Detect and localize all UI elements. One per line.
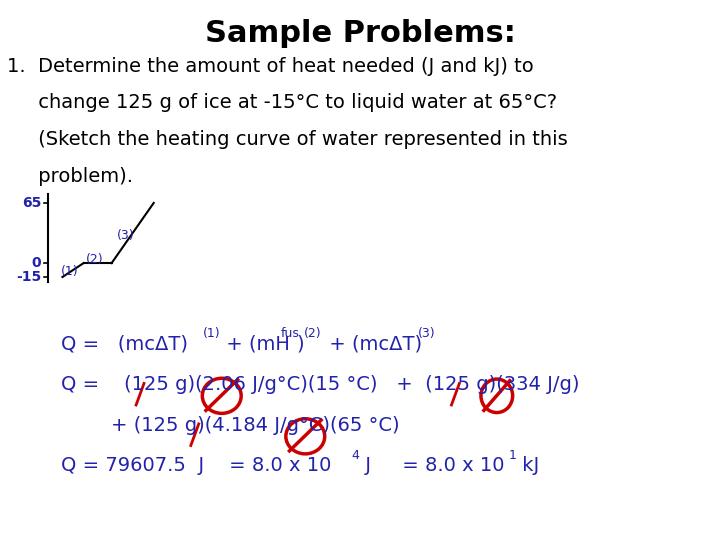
- Text: Sample Problems:: Sample Problems:: [204, 19, 516, 48]
- Text: J     = 8.0 x 10: J = 8.0 x 10: [359, 456, 504, 475]
- Text: (1): (1): [60, 265, 78, 278]
- Text: 1.  Determine the amount of heat needed (J and kJ) to: 1. Determine the amount of heat needed (…: [7, 57, 534, 76]
- Text: 65: 65: [22, 196, 42, 210]
- Text: -15: -15: [16, 270, 42, 284]
- Text: 4: 4: [351, 449, 359, 462]
- Text: 1: 1: [508, 449, 516, 462]
- Text: ): ): [297, 335, 305, 354]
- Text: kJ: kJ: [516, 456, 539, 475]
- Text: Q = 79607.5  J    = 8.0 x 10: Q = 79607.5 J = 8.0 x 10: [61, 456, 332, 475]
- Text: + (125 g)(4.184 J/g°C)(65 °C): + (125 g)(4.184 J/g°C)(65 °C): [61, 416, 400, 435]
- Text: + (mcΔT): + (mcΔT): [323, 335, 422, 354]
- Text: (Sketch the heating curve of water represented in this: (Sketch the heating curve of water repre…: [7, 130, 568, 149]
- Text: (1): (1): [203, 327, 220, 340]
- Text: (2): (2): [304, 327, 321, 340]
- Text: + (mH: + (mH: [220, 335, 289, 354]
- Text: problem).: problem).: [7, 167, 133, 186]
- Text: Q =   (mcΔT): Q = (mcΔT): [61, 335, 188, 354]
- Text: fus: fus: [281, 327, 300, 340]
- Text: Q =    (125 g)(2.06 J/g°C)(15 °C)   +  (125 g)(334 J/g): Q = (125 g)(2.06 J/g°C)(15 °C) + (125 g)…: [61, 375, 580, 394]
- Text: (3): (3): [418, 327, 436, 340]
- Text: (2): (2): [86, 253, 104, 266]
- Text: change 125 g of ice at -15°C to liquid water at 65°C?: change 125 g of ice at -15°C to liquid w…: [7, 93, 557, 112]
- Text: (3): (3): [117, 229, 135, 242]
- Text: 0: 0: [32, 256, 42, 270]
